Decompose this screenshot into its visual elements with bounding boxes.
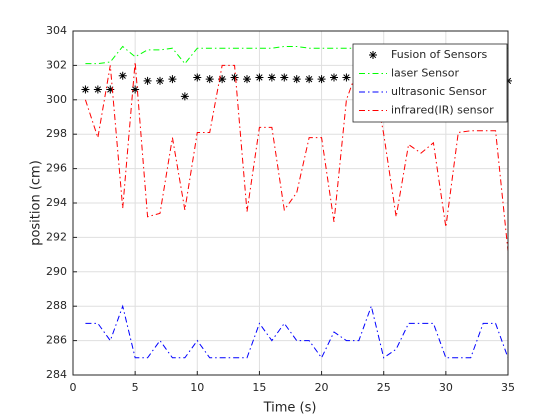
marker (342, 73, 351, 82)
marker (267, 73, 276, 82)
y-tick-label: 292 (46, 230, 67, 243)
marker (255, 73, 264, 82)
legend-marker (369, 51, 377, 59)
axes-box (72, 30, 509, 376)
marker (118, 71, 127, 80)
x-tick-label: 5 (132, 381, 139, 394)
marker (143, 76, 152, 85)
y-tick-label: 304 (46, 24, 67, 37)
x-tick-label: 35 (501, 381, 515, 394)
marker (131, 85, 140, 94)
y-tick-label: 290 (46, 265, 67, 278)
marker (305, 75, 314, 84)
series-line (84, 61, 509, 252)
marker (243, 75, 251, 84)
legend-label: infrared(IR) sensor (391, 104, 494, 117)
x-tick-label: 0 (70, 381, 77, 394)
marker (106, 85, 115, 94)
marker (218, 75, 227, 84)
marker (180, 92, 189, 101)
y-tick-label: 284 (46, 368, 67, 381)
legend-label: Fusion of Sensors (391, 48, 487, 61)
y-tick-label: 288 (46, 299, 67, 312)
legend-box (352, 43, 508, 123)
marker (292, 75, 301, 84)
y-tick-label: 298 (46, 127, 67, 140)
x-tick-label: 15 (252, 381, 266, 394)
y-tick-label: 300 (46, 93, 67, 106)
x-tick-label: 30 (439, 381, 453, 394)
legend-label: laser Sensor (391, 67, 459, 80)
y-tick-label: 296 (46, 162, 67, 175)
marker (280, 73, 289, 82)
marker (193, 73, 202, 82)
series-line (85, 304, 509, 359)
x-tick-label: 20 (315, 381, 329, 394)
marker (230, 73, 239, 82)
y-tick-label: 286 (46, 334, 67, 347)
marker (168, 75, 177, 84)
y-tick-label: 302 (46, 58, 67, 71)
marker (156, 76, 164, 85)
x-tick-label: 25 (377, 381, 391, 394)
marker (93, 85, 102, 94)
marker (317, 75, 326, 84)
y-tick-label: 294 (46, 196, 67, 209)
legend-label: ultrasonic Sensor (391, 85, 487, 98)
marker (330, 73, 338, 82)
marker (205, 75, 214, 84)
x-tick-label: 10 (190, 381, 204, 394)
x-axis-label: Time (s) (263, 401, 317, 416)
marker (81, 85, 90, 94)
y-axis-label: position (cm) (29, 160, 44, 246)
